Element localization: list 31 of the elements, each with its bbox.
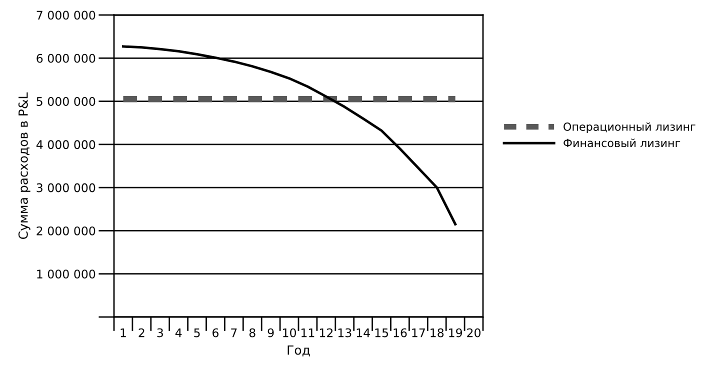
- x-tick-label: 19: [449, 328, 462, 338]
- x-tick-label: 10: [283, 328, 296, 338]
- x-tick-label: 16: [394, 328, 407, 338]
- y-tick-label: 4 000 000: [36, 140, 96, 150]
- y-tick-label: 5 000 000: [36, 97, 96, 106]
- y-tick-label: 1 000 000: [37, 270, 96, 279]
- legend-label: Финансовый лизинг: [564, 138, 680, 148]
- x-tick-label: 15: [375, 328, 388, 338]
- x-tick-label: 2: [138, 328, 144, 338]
- x-tick-label: 1: [120, 328, 126, 338]
- x-tick-label: 12: [320, 328, 333, 338]
- x-tick-label: 5: [194, 328, 200, 338]
- x-tick-label: 11: [302, 328, 314, 338]
- x-tick-label: 20: [467, 328, 480, 338]
- y-tick-label: 6 000 000: [36, 54, 96, 63]
- y-tick-label: 2 000 000: [36, 226, 96, 236]
- y-axis-title: Сумма расходов в P&L: [18, 92, 30, 239]
- x-tick-label: 14: [356, 328, 370, 338]
- x-tick-label: 4: [175, 328, 182, 338]
- x-axis-title: Год: [288, 345, 310, 356]
- x-tick-label: 18: [430, 328, 444, 338]
- x-tick-label: 3: [157, 328, 163, 338]
- y-tick-label: 7 000 000: [36, 10, 96, 20]
- x-tick-label: 6: [212, 328, 218, 338]
- x-tick-label: 17: [412, 328, 425, 338]
- x-tick-label: 9: [268, 328, 274, 338]
- x-tick-label: 8: [249, 328, 256, 338]
- x-tick-label: 13: [338, 328, 352, 338]
- x-tick-label: 7: [231, 328, 237, 338]
- legend-label: Операционный лизинг: [564, 122, 696, 134]
- y-tick-label: 3 000 000: [36, 183, 96, 192]
